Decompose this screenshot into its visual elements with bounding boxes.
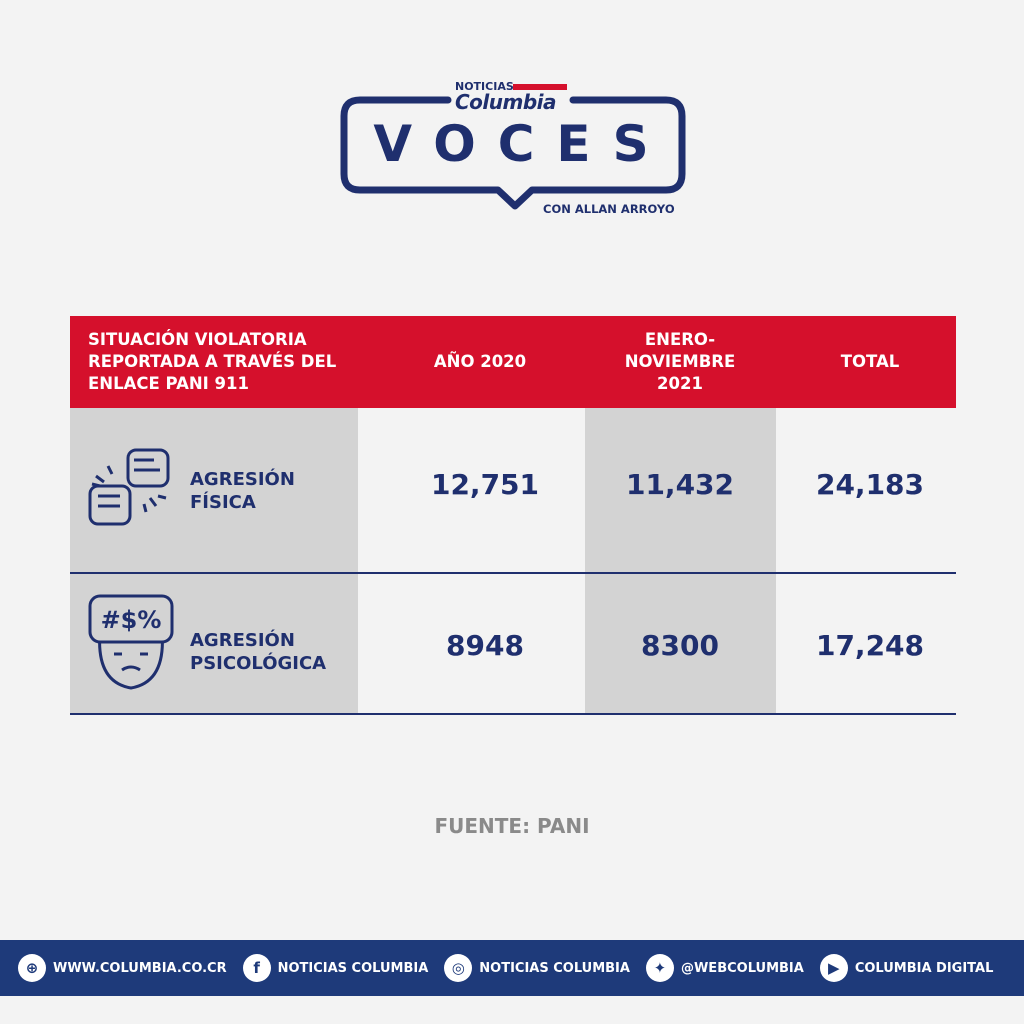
svg-text:#$%: #$% <box>101 606 162 634</box>
globe-icon: ⊕ <box>18 954 46 982</box>
row-label-line: AGRESIÓN <box>190 630 295 651</box>
header-2021: ENERO-NOVIEMBRE 2021 <box>624 330 736 393</box>
footer-twitter-link[interactable]: ✦ @WEBCOLUMBIA <box>645 954 804 982</box>
table-header <box>70 316 956 408</box>
col-2021-bg <box>585 408 776 714</box>
row-divider <box>70 572 956 574</box>
angry-face-icon: #$% <box>88 594 174 690</box>
row-label-line: AGRESIÓN <box>190 469 295 490</box>
facebook-icon: f <box>242 954 271 982</box>
footer-facebook-link[interactable]: f NOTICIAS COLUMBIA <box>242 954 429 982</box>
row-label: AGRESIÓN FÍSICA <box>190 468 295 514</box>
speech-bubble-logo-frame <box>340 96 686 210</box>
header-total: TOTAL <box>840 352 900 371</box>
row-label: AGRESIÓN PSICOLÓGICA <box>190 629 326 675</box>
footer-label: WWW.COLUMBIA.CO.CR <box>53 960 227 976</box>
header-2020: AÑO 2020 <box>433 352 527 371</box>
source-note: FUENTE: PANI <box>434 814 590 838</box>
row-label-line: PSICOLÓGICA <box>190 653 327 674</box>
header-situation: SITUACIÓN VIOLATORIA REPORTADA A TRAVÉS … <box>88 330 337 393</box>
footer-label: COLUMBIA DIGITAL <box>854 960 994 976</box>
footer-label: NOTICIAS COLUMBIA <box>479 960 630 976</box>
value-2021: 8300 <box>641 629 719 662</box>
value-total: 24,183 <box>815 468 925 501</box>
footer-instagram-link[interactable]: ◎ NOTICIAS COLUMBIA <box>444 954 630 982</box>
value-2021: 11,432 <box>625 468 735 501</box>
row-divider <box>70 713 956 715</box>
value-2020: 12,751 <box>430 468 540 501</box>
row-label-line: FÍSICA <box>190 492 256 513</box>
fist-bump-icon <box>88 448 170 526</box>
value-2020: 8948 <box>446 629 524 662</box>
label-column-bg <box>70 408 358 714</box>
logo-noticias: NOTICIAS <box>455 80 514 93</box>
footer-youtube-link[interactable]: ▶ COLUMBIA DIGITAL <box>819 954 994 982</box>
footer-label: @WEBCOLUMBIA <box>680 960 804 976</box>
logo-red-bar <box>513 84 567 90</box>
logo-voces: VOCES <box>373 115 671 173</box>
twitter-icon: ✦ <box>645 954 674 982</box>
youtube-icon: ▶ <box>819 954 848 982</box>
value-total: 17,248 <box>815 629 925 662</box>
footer-label: NOTICIAS COLUMBIA <box>277 960 429 976</box>
footer-website-link[interactable]: ⊕ WWW.COLUMBIA.CO.CR <box>18 954 227 982</box>
logo-subtitle: CON ALLAN ARROYO <box>543 202 675 216</box>
instagram-icon: ◎ <box>444 954 473 982</box>
footer-bar: ⊕ WWW.COLUMBIA.CO.CR f NOTICIAS COLUMBIA ◎… <box>0 940 1024 996</box>
logo-columbia: Columbia <box>455 90 557 114</box>
